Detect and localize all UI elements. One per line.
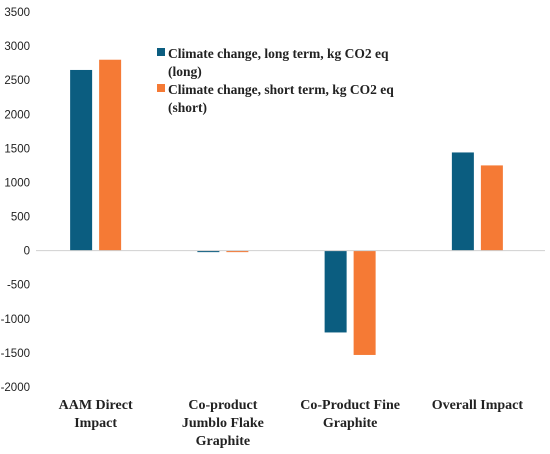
y-tick-label: 3500 — [4, 7, 30, 19]
bar-short-term-3 — [480, 165, 503, 251]
x-category-label: Co-product — [188, 398, 257, 413]
bar-long-term-1 — [197, 250, 220, 253]
bar-long-term-3 — [451, 152, 474, 251]
y-tick-label: 0 — [24, 246, 30, 258]
legend: Climate change, long term, kg CO2 eq (lon… — [157, 46, 394, 115]
x-category-label: Co-Product Fine — [300, 398, 400, 413]
y-tick-label: 2000 — [4, 109, 30, 121]
y-tick-label: -1500 — [1, 348, 30, 360]
bar-short-term-0 — [99, 59, 122, 251]
legend-label-short-term: (short) — [168, 100, 207, 115]
x-category-label: Graphite — [323, 416, 377, 431]
bar-long-term-0 — [70, 69, 93, 251]
y-tick-label: 2500 — [4, 75, 30, 87]
x-axis-category-labels: AAM Direct Impact Co-product Jumblo Flake Gr… — [59, 398, 524, 449]
x-category-label: Overall Impact — [432, 398, 524, 413]
y-tick-label: 500 — [11, 212, 30, 224]
y-tick-label: -500 — [7, 280, 30, 292]
x-category-label: AAM Direct — [59, 398, 133, 413]
x-category-label: Impact — [74, 416, 117, 431]
legend-label-long-term: (long) — [168, 64, 202, 79]
bar-short-term-1 — [226, 250, 249, 253]
bars — [70, 59, 503, 355]
legend-label-long-term: Climate change, long term, kg CO2 eq — [168, 46, 389, 61]
bar-short-term-2 — [353, 250, 376, 355]
legend-label-short-term: Climate change, short term, kg CO2 eq — [168, 82, 394, 97]
y-tick-label: 1000 — [4, 177, 30, 189]
x-category-label: Jumblo Flake — [182, 416, 264, 431]
x-category-label: Graphite — [196, 434, 250, 449]
y-axis-tick-labels: 3500 3000 2500 2000 1500 1000 500 0 -500 -1000 -15… — [1, 7, 30, 394]
y-tick-label: -1000 — [1, 314, 30, 326]
y-tick-label: -2000 — [1, 382, 30, 394]
bar-long-term-2 — [324, 250, 347, 333]
legend-swatch-long-term — [157, 48, 165, 56]
y-tick-label: 3000 — [4, 41, 30, 53]
y-tick-label: 1500 — [4, 143, 30, 155]
legend-swatch-short-term — [157, 84, 165, 92]
